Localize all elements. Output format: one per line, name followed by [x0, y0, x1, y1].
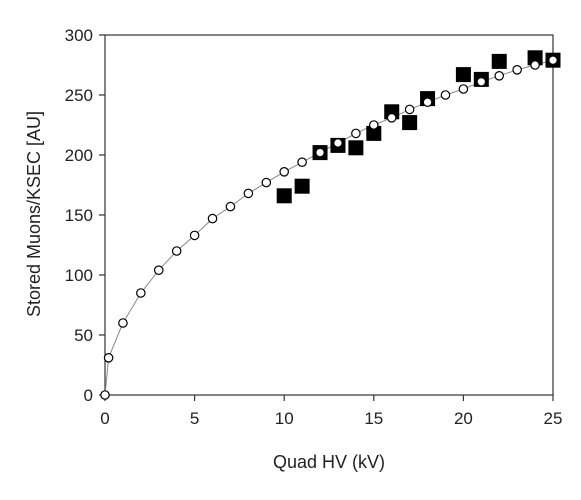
square-point [348, 140, 364, 156]
square-point [294, 178, 310, 194]
x-tick-label: 10 [275, 409, 294, 428]
circle-point [315, 147, 325, 158]
circle-point [103, 352, 114, 363]
circle-point [189, 230, 200, 241]
x-tick-label: 15 [364, 409, 383, 428]
y-tick-label: 0 [84, 386, 93, 405]
x-tick-label: 20 [454, 409, 473, 428]
square-point [527, 50, 543, 66]
x-tick-label: 0 [100, 409, 109, 428]
y-tick-label: 200 [65, 146, 93, 165]
circle-point [333, 138, 343, 148]
circle-point [136, 288, 146, 298]
circle-point [494, 71, 505, 81]
y-tick-label: 50 [74, 326, 93, 345]
fit-curve [104, 59, 554, 396]
circle-point [171, 246, 182, 256]
plot-frame [104, 34, 554, 396]
y-tick-label: 250 [65, 86, 93, 105]
square-point [366, 125, 382, 141]
circle-point [279, 167, 289, 177]
circle-point [261, 177, 272, 188]
circle-point [530, 60, 540, 70]
circle-point [386, 113, 397, 123]
series-layer [100, 50, 561, 400]
circle-point [404, 104, 415, 115]
square-point [276, 188, 292, 204]
square-point [402, 115, 418, 131]
x-tick-label: 25 [544, 409, 563, 428]
circle-point [422, 97, 433, 107]
circle-point [512, 65, 522, 75]
y-tick-label: 100 [65, 266, 93, 285]
circle-point [225, 201, 236, 212]
circle-point [118, 318, 128, 328]
axes [104, 34, 554, 396]
circle-point [153, 265, 164, 275]
circle-point [548, 55, 558, 65]
x-axis-label: Quad HV (kV) [273, 452, 385, 472]
circle-point [458, 84, 469, 94]
circle-point [297, 157, 307, 167]
circle-point [440, 90, 451, 100]
circle-point [476, 77, 487, 87]
square-point [491, 53, 507, 69]
y-tick-label: 300 [65, 26, 93, 45]
y-tick-label: 150 [65, 206, 93, 225]
circle-point [100, 390, 110, 400]
x-tick-label: 5 [190, 409, 199, 428]
square-point [455, 67, 471, 83]
y-axis-label: Stored Muons/KSEC [AU] [24, 111, 44, 317]
circle-point [368, 120, 379, 130]
circle-point [207, 213, 218, 224]
circle-point [243, 188, 254, 199]
circle-point [351, 128, 361, 139]
